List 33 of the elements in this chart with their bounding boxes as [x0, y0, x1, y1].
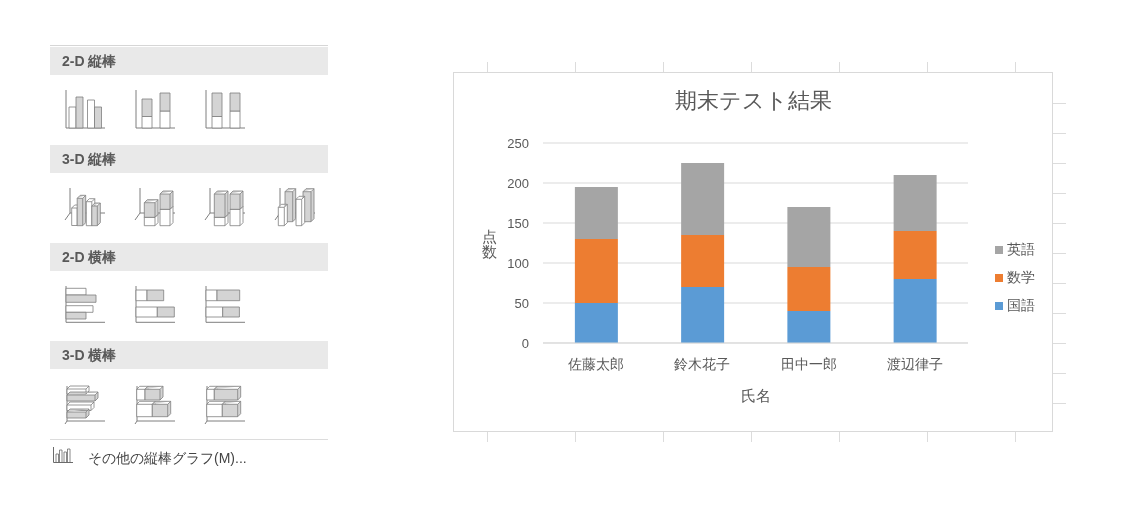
y-axis-title: 点数 [481, 228, 497, 260]
bar [893, 279, 937, 343]
y-tick-label: 250 [507, 135, 529, 151]
bar [787, 207, 831, 267]
x-axis-title: 氏名 [740, 387, 771, 404]
bar [681, 235, 725, 287]
text: 2-D 縦棒 [62, 53, 117, 69]
text: 3-D 縦棒 [62, 151, 117, 167]
text: その他の縦棒グラフ(M)... [88, 450, 247, 466]
bar [893, 175, 937, 231]
bar [787, 311, 831, 343]
y-tick-label: 100 [507, 255, 529, 271]
bar [574, 187, 618, 239]
text: 3-D 横棒 [62, 347, 117, 363]
chart-title: 期末テスト結果 [674, 88, 832, 113]
bar [574, 303, 618, 343]
y-tick-label: 200 [507, 175, 529, 191]
bar [787, 267, 831, 311]
legend-label: 英語 [1007, 241, 1035, 257]
x-tick-label: 佐藤太郎 [568, 355, 625, 372]
legend-label: 国語 [1007, 297, 1035, 313]
bar [681, 287, 725, 343]
bar [574, 239, 618, 303]
y-tick-label: 150 [507, 215, 529, 231]
x-tick-label: 鈴木花子 [674, 355, 731, 372]
bar [893, 231, 937, 279]
y-tick-label: 0 [521, 335, 529, 351]
text: 2-D 横棒 [62, 249, 117, 265]
bar [681, 163, 725, 235]
legend-label: 数学 [1007, 269, 1035, 285]
x-tick-label: 渡辺律子 [886, 355, 943, 372]
y-tick-label: 50 [514, 295, 529, 311]
x-tick-label: 田中一郎 [780, 355, 837, 372]
